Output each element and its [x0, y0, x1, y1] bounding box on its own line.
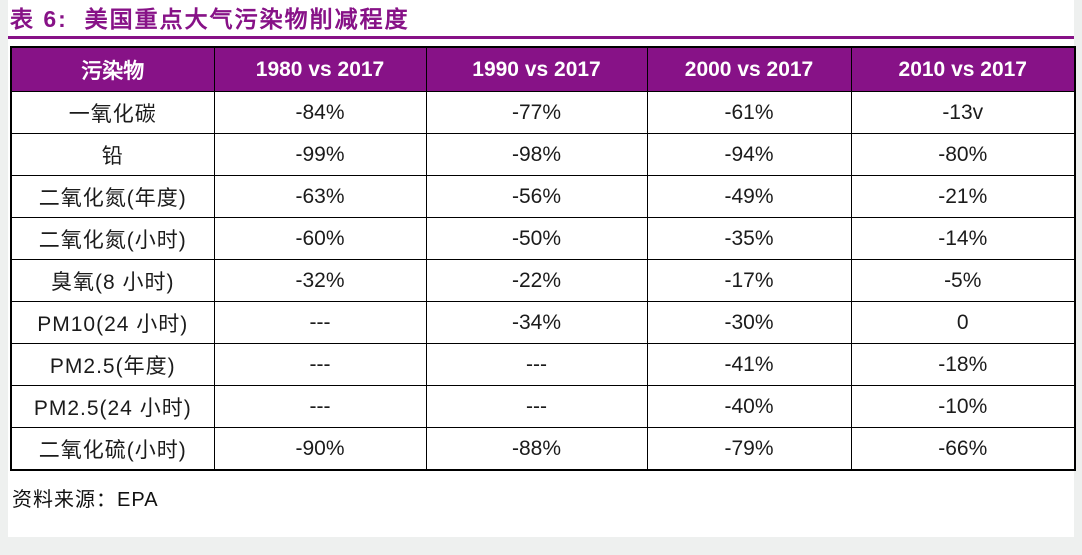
column-header-pollutant: 污染物 [10, 46, 215, 92]
pollutant-name-cell: PM2.5(24 小时) [10, 385, 215, 428]
value-cell: -13v [850, 91, 1076, 134]
column-header-2010-vs-2017: 2010 vs 2017 [850, 46, 1076, 92]
value-cell: -98% [425, 133, 648, 176]
value-cell: -21% [850, 175, 1076, 218]
table-row-so2-hourly: 二氧化硫(小时) -90% -88% -79% -66% [10, 427, 1076, 471]
value-cell: -80% [850, 133, 1076, 176]
value-cell: -66% [850, 427, 1076, 471]
pollutant-reduction-table: 污染物 1980 vs 2017 1990 vs 2017 2000 vs 20… [10, 46, 1076, 471]
pollutant-name-cell: 一氧化碳 [10, 91, 215, 134]
value-cell: 0 [850, 301, 1076, 344]
value-cell: --- [213, 385, 427, 428]
column-header-2000-vs-2017: 2000 vs 2017 [646, 46, 852, 92]
table-row-pm10-24h: PM10(24 小时) --- -34% -30% 0 [10, 301, 1076, 344]
pollutant-name-cell: PM2.5(年度) [10, 343, 215, 386]
pollutant-name-cell: 二氧化氮(小时) [10, 217, 215, 260]
value-cell: -17% [646, 259, 852, 302]
value-cell: --- [213, 301, 427, 344]
value-cell: -22% [425, 259, 648, 302]
value-cell: -49% [646, 175, 852, 218]
value-cell: -32% [213, 259, 427, 302]
table-row-pm25-annual: PM2.5(年度) --- --- -41% -18% [10, 343, 1076, 386]
value-cell: -90% [213, 427, 427, 471]
value-cell: -94% [646, 133, 852, 176]
value-cell: --- [425, 385, 648, 428]
value-cell: -99% [213, 133, 427, 176]
value-cell: -56% [425, 175, 648, 218]
value-cell: -63% [213, 175, 427, 218]
table-title: 表 6: 美国重点大气污染物削减程度 [10, 6, 410, 32]
pollutant-name-cell: 二氧化硫(小时) [10, 427, 215, 471]
value-cell: -10% [850, 385, 1076, 428]
value-cell: --- [425, 343, 648, 386]
document-page: 表 6: 美国重点大气污染物削减程度 污染物 1980 vs 2017 1990… [8, 0, 1076, 537]
column-header-1980-vs-2017: 1980 vs 2017 [213, 46, 427, 92]
table-header-row: 污染物 1980 vs 2017 1990 vs 2017 2000 vs 20… [10, 46, 1076, 92]
title-divider [8, 36, 1074, 39]
value-cell: -77% [425, 91, 648, 134]
pollutant-name-cell: 二氧化氮(年度) [10, 175, 215, 218]
table-row-carbon-monoxide: 一氧化碳 -84% -77% -61% -13v [10, 91, 1076, 134]
value-cell: -14% [850, 217, 1076, 260]
value-cell: -34% [425, 301, 648, 344]
column-header-1990-vs-2017: 1990 vs 2017 [425, 46, 648, 92]
value-cell: -61% [646, 91, 852, 134]
value-cell: -84% [213, 91, 427, 134]
source-note: 资料来源：EPA [12, 489, 159, 511]
value-cell: -35% [646, 217, 852, 260]
value-cell: -41% [646, 343, 852, 386]
table-row-no2-hourly: 二氧化氮(小时) -60% -50% -35% -14% [10, 217, 1076, 260]
pollutant-name-cell: PM10(24 小时) [10, 301, 215, 344]
value-cell: --- [213, 343, 427, 386]
table-row-lead: 铅 -99% -98% -94% -80% [10, 133, 1076, 176]
table-row-pm25-24h: PM2.5(24 小时) --- --- -40% -10% [10, 385, 1076, 428]
value-cell: -5% [850, 259, 1076, 302]
value-cell: -88% [425, 427, 648, 471]
value-cell: -40% [646, 385, 852, 428]
value-cell: -18% [850, 343, 1076, 386]
table-row-no2-annual: 二氧化氮(年度) -63% -56% -49% -21% [10, 175, 1076, 218]
pollutant-name-cell: 臭氧(8 小时) [10, 259, 215, 302]
value-cell: -30% [646, 301, 852, 344]
table-row-ozone-8h: 臭氧(8 小时) -32% -22% -17% -5% [10, 259, 1076, 302]
value-cell: -79% [646, 427, 852, 471]
value-cell: -60% [213, 217, 427, 260]
pollutant-name-cell: 铅 [10, 133, 215, 176]
value-cell: -50% [425, 217, 648, 260]
